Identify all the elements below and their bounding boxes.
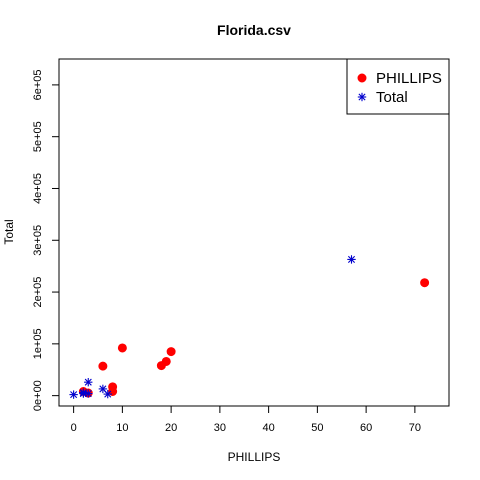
x-tick-label: 0 [71,422,77,434]
y-tick-label: 6e+05 [32,69,44,100]
legend: PHILLIPS Total [346,58,450,115]
point-circle [108,386,118,396]
point-circle [161,356,171,366]
chart-title: Florida.csv [217,22,291,38]
x-tick-label: 30 [214,422,226,434]
y-tick-label: 2e+05 [32,277,44,308]
y-tick-label: 0e+00 [32,380,44,411]
y-tick-label: 5e+05 [32,121,44,152]
point-asterisk [103,389,112,399]
point-asterisk [347,255,356,264]
point-asterisk [84,389,93,398]
point-circle [117,343,127,353]
legend-label: PHILLIPS [376,70,442,87]
y-axis: 0e+00 1e+05 2e+05 3e+05 4e+05 5e+05 6e+05 [32,69,60,411]
x-tick-label: 50 [311,422,323,434]
x-tick-label: 20 [165,422,177,434]
point-asterisk [69,390,78,399]
x-tick-label: 60 [360,422,372,434]
legend-asterisk-icon [357,92,367,102]
x-tick-label: 40 [263,422,275,434]
point-circle [166,347,176,357]
y-tick-label: 3e+05 [32,225,44,256]
legend-circle-icon [357,73,367,83]
legend-label: Total [376,89,408,106]
y-tick-label: 1e+05 [32,328,44,359]
point-circle [98,361,108,371]
data-points [69,255,430,399]
y-axis-label: Total [2,219,16,244]
x-axis: 0 10 20 30 40 50 60 70 [71,405,421,434]
point-circle [420,278,430,288]
x-axis-label: PHILLIPS [228,450,281,464]
x-tick-label: 10 [116,422,128,434]
legend-box [346,58,450,115]
y-tick-label: 4e+05 [32,173,44,204]
x-tick-label: 70 [409,422,421,434]
point-asterisk [84,377,93,387]
